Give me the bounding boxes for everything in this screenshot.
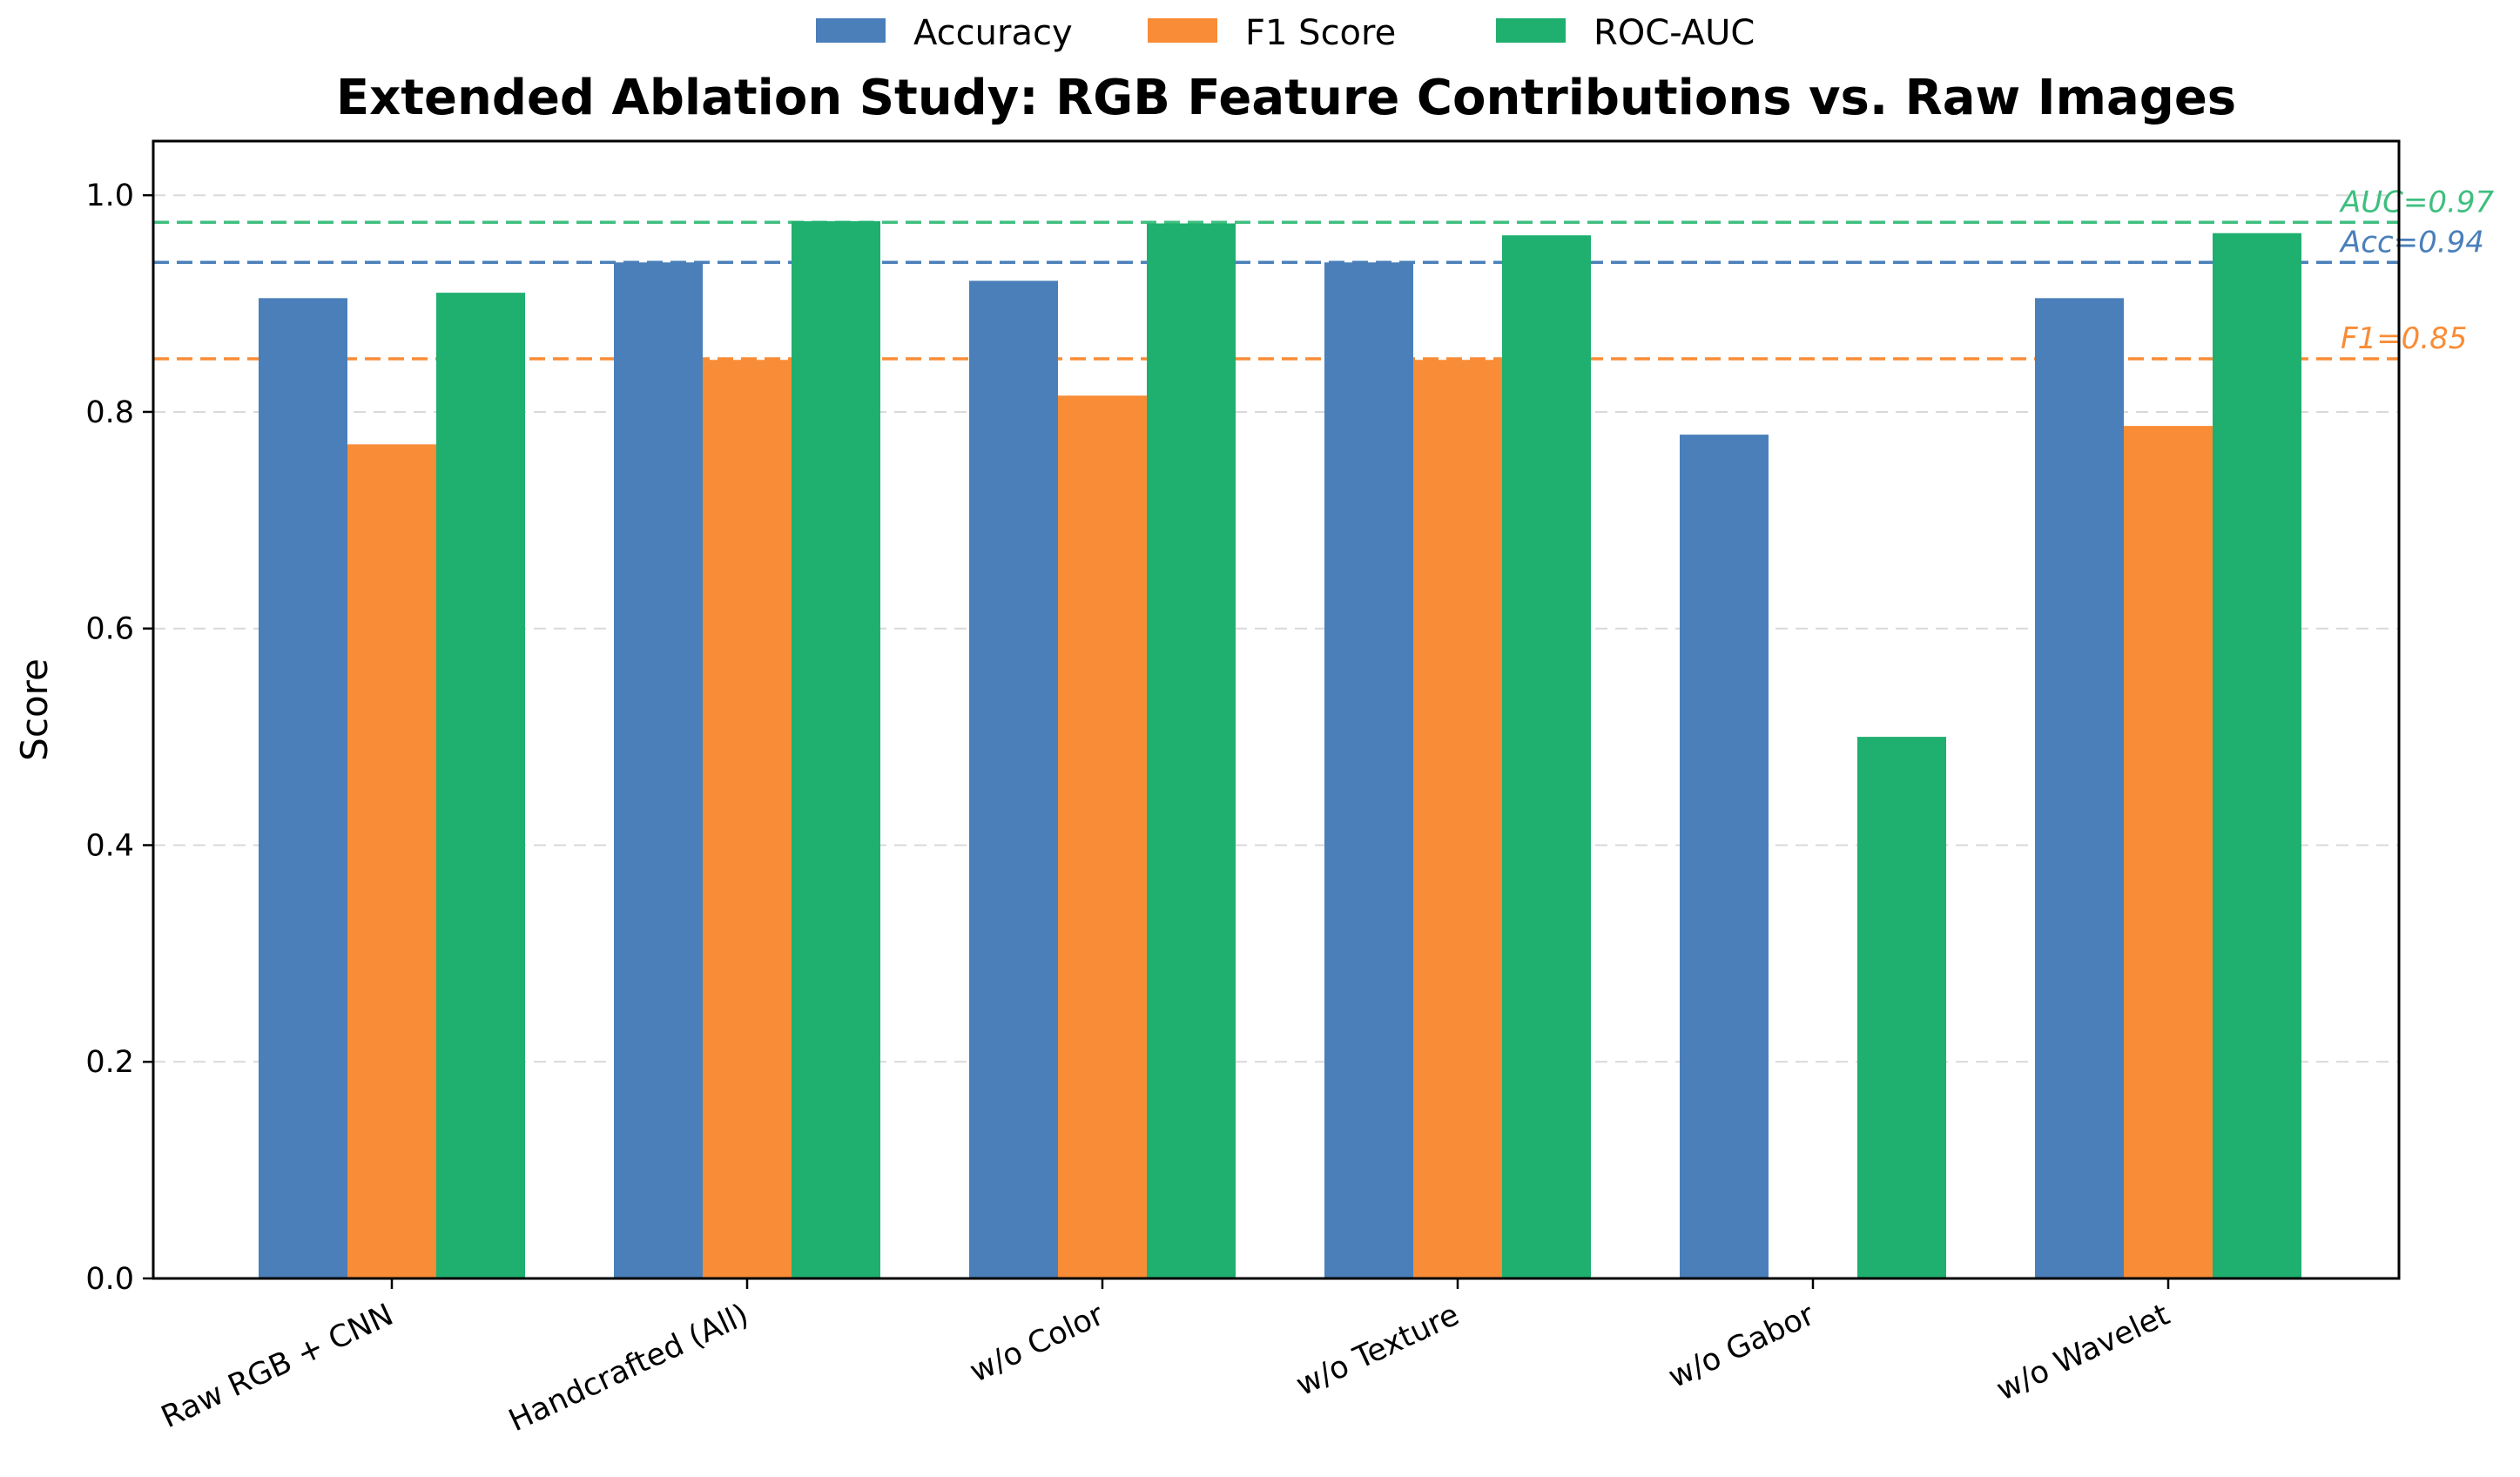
- reference-line-label: AUC=0.97: [2339, 185, 2494, 219]
- bar-roc-auc: [1147, 223, 1236, 1278]
- bars: [259, 221, 2301, 1279]
- bar-accuracy: [2035, 298, 2124, 1278]
- bar-accuracy: [259, 298, 347, 1278]
- bar-roc-auc: [1857, 737, 1946, 1278]
- legend: Accuracy F1 Score ROC-AUC: [816, 13, 1755, 53]
- bar-roc-auc: [2213, 233, 2301, 1278]
- y-tick-label: 0.4: [85, 828, 134, 863]
- bar-f1-score: [347, 444, 436, 1278]
- bar-f1-score: [1058, 395, 1147, 1278]
- bar-accuracy: [1680, 435, 1769, 1278]
- bar-roc-auc: [436, 293, 525, 1279]
- y-axis-label: Score: [13, 658, 56, 761]
- chart-title: Extended Ablation Study: RGB Feature Con…: [336, 70, 2236, 126]
- reference-line-label: Acc=0.94: [2339, 225, 2484, 260]
- y-tick-label: 0.8: [85, 395, 134, 430]
- bar-roc-auc: [792, 221, 880, 1279]
- legend-swatch: [1148, 18, 1217, 43]
- reference-lines: AUC=0.97 Acc=0.94 F1=0.85: [153, 185, 2494, 361]
- legend-label: Accuracy: [913, 13, 1073, 53]
- y-tick-label: 0.0: [85, 1262, 134, 1297]
- legend-label: F1 Score: [1245, 13, 1396, 53]
- legend-swatch: [816, 18, 886, 43]
- bar-accuracy: [969, 280, 1058, 1278]
- bar-f1-score: [1413, 360, 1502, 1278]
- y-tick-label: 0.6: [85, 612, 134, 647]
- reference-line-label: F1=0.85: [2341, 321, 2467, 356]
- bar-accuracy: [614, 262, 703, 1279]
- legend-swatch: [1496, 18, 1566, 43]
- bar-accuracy: [1324, 262, 1413, 1279]
- y-tick-label: 0.2: [85, 1045, 134, 1080]
- bar-f1-score: [2124, 426, 2213, 1278]
- bar-roc-auc: [1502, 235, 1591, 1278]
- bar-f1-score: [703, 360, 792, 1278]
- plot-frame: [152, 139, 2401, 1280]
- legend-label: ROC-AUC: [1594, 13, 1755, 53]
- y-axis: 0.0 0.2 0.4 0.6 0.8 1.0: [85, 179, 153, 1297]
- y-tick-label: 1.0: [85, 179, 134, 213]
